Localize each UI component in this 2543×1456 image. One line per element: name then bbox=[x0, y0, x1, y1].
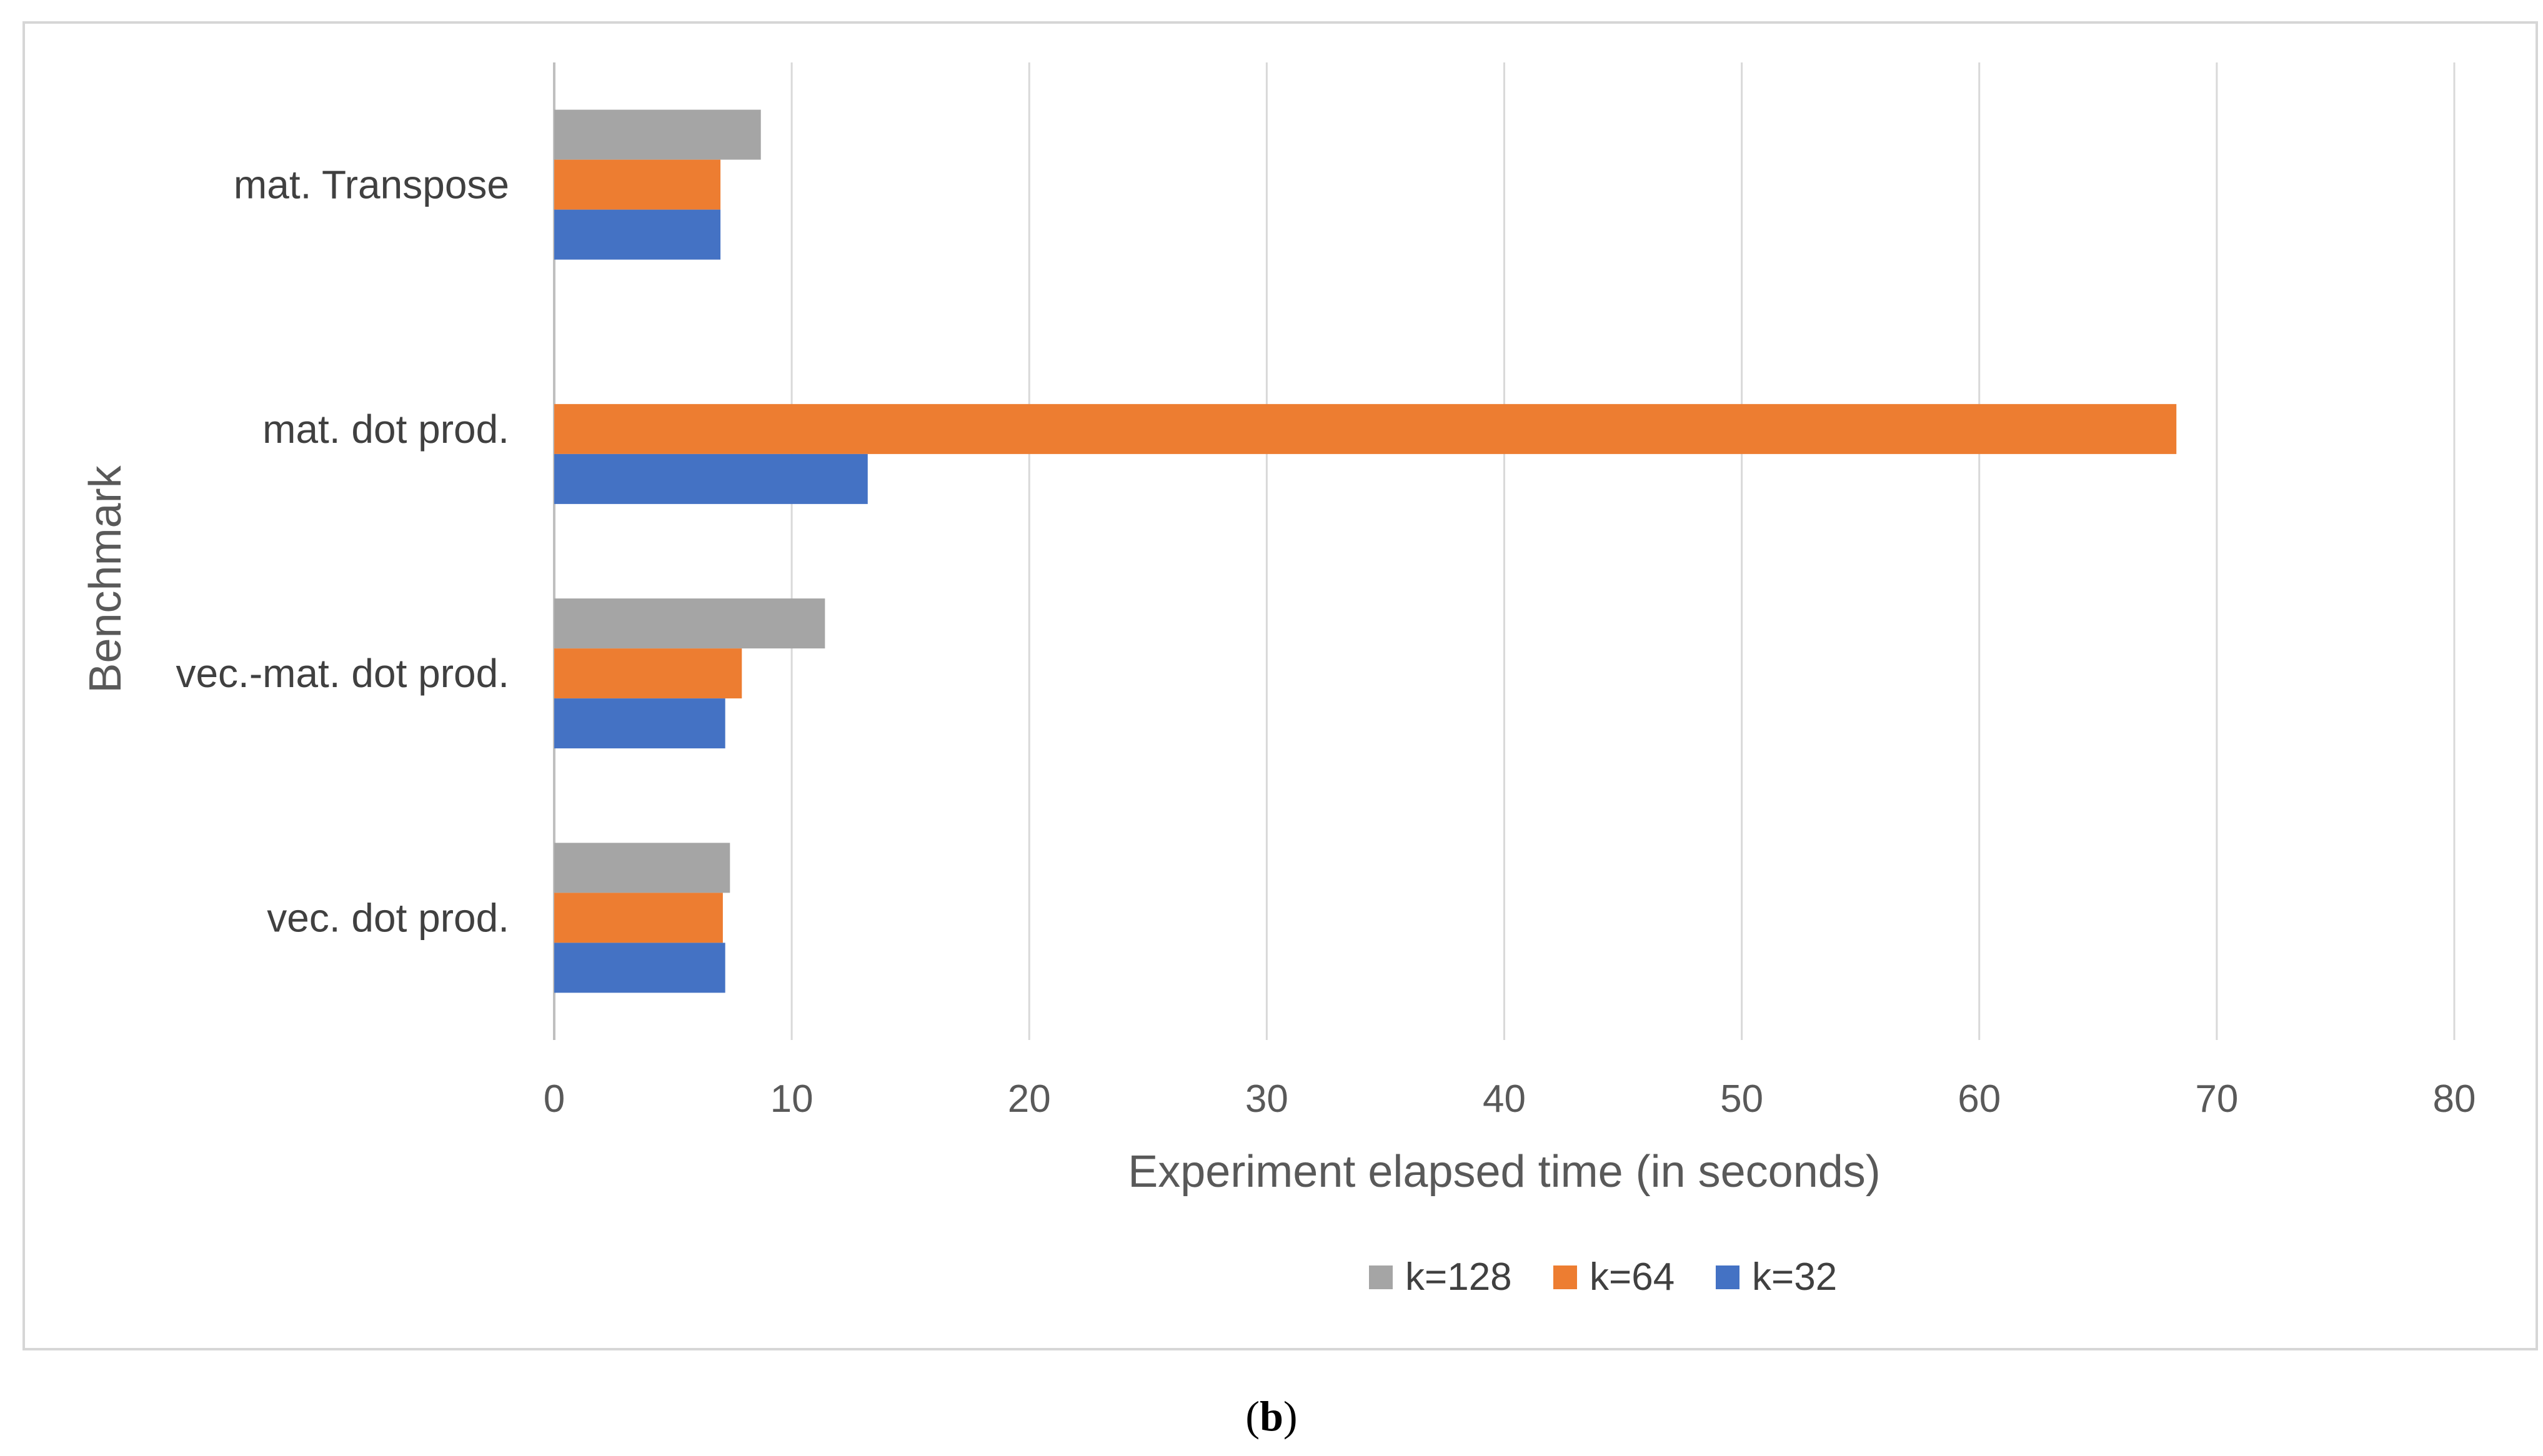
legend-label: k=128 bbox=[1405, 1255, 1512, 1299]
bar bbox=[554, 209, 721, 260]
x-tick-label: 30 bbox=[1245, 1077, 1288, 1121]
legend: k=128 k=64 k=32 bbox=[1369, 1255, 1837, 1299]
category-label: mat. Transpose bbox=[234, 162, 509, 207]
bar bbox=[554, 404, 2177, 454]
legend-label: k=64 bbox=[1590, 1255, 1675, 1299]
bar-chart: 0 10 20 30 40 50 60 70 80 mat. Transpose mat. dot… bbox=[81, 62, 2476, 1299]
bar bbox=[554, 648, 742, 699]
x-tick-label: 40 bbox=[1483, 1077, 1526, 1121]
bar bbox=[554, 453, 868, 504]
x-tick-label: 50 bbox=[1720, 1077, 1763, 1121]
category-labels: mat. Transpose mat. dot prod. vec.-mat. do… bbox=[176, 162, 509, 941]
x-tick-label: 0 bbox=[544, 1077, 565, 1121]
caption-close-paren: ) bbox=[1283, 1392, 1298, 1440]
x-tick-label: 70 bbox=[2195, 1077, 2238, 1121]
x-tick-labels: 0 10 20 30 40 50 60 70 80 bbox=[544, 1077, 2476, 1121]
y-axis-title: Benchmark bbox=[81, 465, 131, 693]
category-label: vec.-mat. dot prod. bbox=[176, 651, 509, 696]
legend-swatch bbox=[1553, 1265, 1577, 1289]
chart-frame bbox=[22, 21, 2538, 1350]
caption-open-paren: ( bbox=[1245, 1392, 1260, 1440]
bar bbox=[554, 943, 725, 993]
bar bbox=[554, 159, 721, 210]
legend-swatch bbox=[1369, 1265, 1393, 1289]
bar bbox=[554, 598, 825, 649]
figure-caption: (b) bbox=[0, 1392, 2543, 1441]
x-tick-label: 80 bbox=[2433, 1077, 2476, 1121]
legend-label: k=32 bbox=[1752, 1255, 1837, 1299]
x-tick-label: 10 bbox=[770, 1077, 814, 1121]
legend-swatch bbox=[1716, 1265, 1739, 1289]
bar bbox=[554, 893, 723, 943]
x-tick-label: 20 bbox=[1008, 1077, 1051, 1121]
caption-label: b bbox=[1260, 1392, 1283, 1440]
bar bbox=[554, 843, 730, 893]
category-label: mat. dot prod. bbox=[262, 407, 509, 452]
x-tick-label: 60 bbox=[1958, 1077, 2001, 1121]
bars bbox=[554, 109, 2177, 993]
gridlines bbox=[553, 62, 2456, 1040]
bar bbox=[554, 109, 761, 160]
x-axis-title: Experiment elapsed time (in seconds) bbox=[1128, 1147, 1881, 1197]
category-label: vec. dot prod. bbox=[267, 895, 509, 940]
bar bbox=[554, 698, 725, 749]
